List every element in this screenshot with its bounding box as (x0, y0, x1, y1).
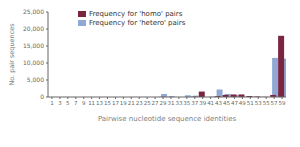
svg-text:55: 55 (263, 100, 270, 106)
svg-text:3: 3 (58, 100, 62, 106)
svg-text:41: 41 (207, 100, 214, 106)
svg-text:21: 21 (128, 100, 135, 106)
svg-text:53: 53 (255, 100, 262, 106)
svg-text:No. pair sequences: No. pair sequences (8, 23, 16, 86)
svg-text:0: 0 (40, 93, 44, 100)
svg-text:5,000: 5,000 (27, 76, 44, 83)
svg-text:15,000: 15,000 (23, 42, 44, 49)
svg-text:59: 59 (279, 100, 286, 106)
html-text:Frequency for 'homo' pairs: Frequency for 'homo' pairs (89, 10, 183, 18)
svg-text:33: 33 (175, 100, 182, 106)
svg-text:17: 17 (112, 100, 119, 106)
svg-text:23: 23 (136, 100, 143, 106)
svg-text:47: 47 (231, 100, 238, 106)
html-text:Frequency for 'hetero' pairs: Frequency for 'hetero' pairs (89, 19, 186, 27)
svg-text:43: 43 (215, 100, 222, 106)
svg-text:39: 39 (199, 100, 206, 106)
svg-text:19: 19 (120, 100, 127, 106)
svg-text:31: 31 (167, 100, 174, 106)
svg-text:11: 11 (88, 100, 95, 106)
svg-text:15: 15 (104, 100, 111, 106)
svg-text:5: 5 (66, 100, 70, 106)
svg-text:29: 29 (160, 100, 167, 106)
svg-text:49: 49 (239, 100, 246, 106)
svg-text:13: 13 (96, 100, 103, 106)
svg-text:51: 51 (247, 100, 254, 106)
svg-text:1: 1 (50, 100, 54, 106)
svg-text:10,000: 10,000 (23, 59, 44, 66)
svg-text:37: 37 (191, 100, 198, 106)
svg-text:Pairwise nucleotide sequence i: Pairwise nucleotide sequence identities (98, 115, 237, 123)
svg-text:25: 25 (144, 100, 151, 106)
svg-text:57: 57 (271, 100, 278, 106)
svg-text:20,000: 20,000 (23, 25, 44, 32)
svg-text:35: 35 (183, 100, 190, 106)
svg-text:25,000: 25,000 (23, 8, 44, 15)
svg-text:27: 27 (152, 100, 159, 106)
svg-text:9: 9 (82, 100, 86, 106)
svg-text:7: 7 (74, 100, 78, 106)
svg-text:45: 45 (223, 100, 230, 106)
